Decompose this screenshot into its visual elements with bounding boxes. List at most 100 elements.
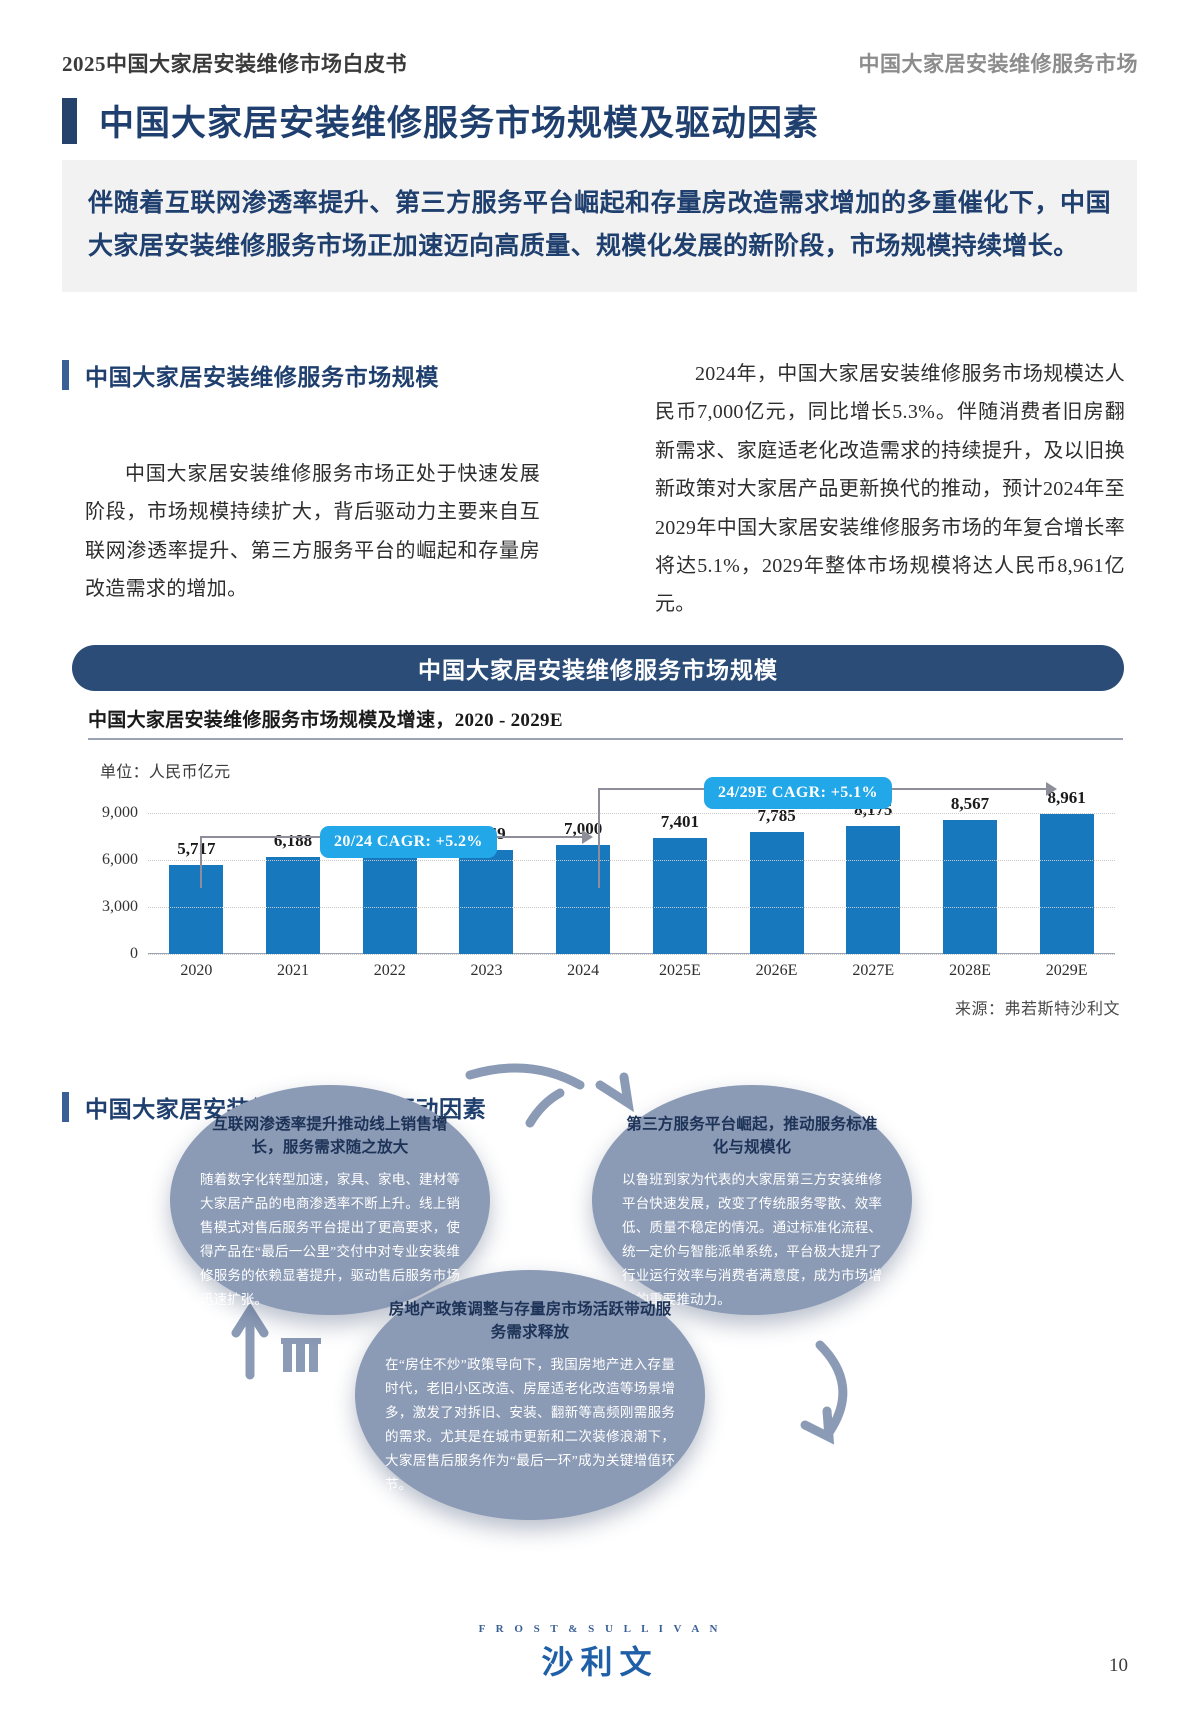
driver-3-title: 房地产政策调整与存量房市场活跃带动服务需求释放 [388, 1301, 672, 1342]
chart-bar-slot: 6,266 [341, 790, 438, 954]
brand-name-en: F R O S T & S U L L I V A N [478, 1623, 722, 1635]
market-size-bar-chart: 单位：人民币亿元 5,717 6,188 6,2666,6497,000 7,401 7… [88, 748, 1123, 988]
body-paragraph-right: 2024年，中国大家居安装维修服务市场规模达人民币7,000亿元，同比增长5.3… [655, 363, 1125, 616]
lead-paragraph: 伴随着互联网渗透率提升、第三方服务平台崛起和存量房改造需求增加的多重催化下，中国… [88, 190, 1111, 260]
chart-bar [1039, 814, 1094, 954]
chart-y-tick-label: 3,000 [102, 898, 138, 916]
chart-bar [556, 844, 611, 954]
arrow-head-top-icon [595, 1072, 634, 1113]
chart-subtitle: 中国大家居安装维修服务市场规模及增速，2020 - 2029E [88, 710, 563, 731]
chart-x-tick-label-item: 2029E [1045, 962, 1088, 979]
section-accent-bar-2 [62, 1092, 69, 1122]
chart-unit-label: 单位：人民币亿元 [100, 764, 231, 781]
chart-gridline [148, 860, 1115, 862]
chart-x-tick-label-item: 2021 [277, 962, 310, 979]
chart-bar-value-label: 5,717 [177, 838, 216, 858]
tick-bar-1-icon [283, 1342, 292, 1372]
tick-cap-icon [281, 1338, 321, 1344]
chart-bars-group: 5,717 6,188 6,2666,6497,000 7,401 7,785 8,175… [148, 788, 1115, 954]
tick-bar-3-icon [309, 1342, 318, 1372]
chart-bar-slot: 8,175 [825, 790, 922, 954]
chart-bar-value-label: 7,785 [757, 806, 796, 826]
chart-bar [459, 850, 514, 954]
chart-bar [652, 838, 707, 954]
chart-bar-value-label: 6,188 [273, 831, 313, 851]
drivers-diagram: 互联网渗透率提升推动线上销售增长，服务需求随之放大 随着数字化转型加速，家具、家… [0, 1045, 1200, 1645]
chart-x-tick-label-item: 2026E [755, 962, 798, 979]
header-left-title: 2025中国大家居安装维修市场白皮书 [62, 52, 407, 76]
annotation-arrow-head-icon [1046, 782, 1057, 796]
annotation-connector-line [598, 788, 600, 888]
annotation-connector-line [598, 788, 708, 790]
cagr-badge-2020-2024: 20/24 CAGR: +5.2% [320, 826, 497, 858]
driver-3-body: 在“房住不炒”政策导向下，我国房地产进入存量时代，老旧小区改造、房屋适老化改造等… [385, 1356, 675, 1492]
section-heading-market-size: 中国大家居安装维修服务市场规模 [62, 358, 439, 392]
chart-bar-slot: 6,188 [245, 790, 342, 954]
dash-accent-icon [525, 1088, 565, 1128]
chart-bar-slot: 7,785 [728, 790, 825, 954]
page-title-row: 中国大家居安装维修服务市场规模及驱动因素 [62, 95, 819, 146]
chart-y-tick-label: 0 [130, 945, 138, 962]
section-title-market-size: 中国大家居安装维修服务市场规模 [85, 365, 439, 390]
chart-bar-value-label: 8,567 [950, 794, 990, 814]
chart-source-note: 来源：弗若斯特沙利文 [954, 1001, 1120, 1018]
chart-bar [362, 856, 417, 954]
chart-x-tick-label-item: 2028E [949, 962, 991, 979]
arrow-head-left-icon [231, 1302, 269, 1338]
header-right-title: 中国大家居安装维修服务市场 [858, 52, 1138, 76]
annotation-connector-line [498, 836, 584, 838]
chart-x-axis [148, 953, 1115, 954]
tick-bar-2-icon [296, 1342, 305, 1372]
driver-circle-3: 房地产政策调整与存量房市场活跃带动服务需求释放 在“房住不炒”政策导向下，我国房… [355, 1270, 705, 1520]
annotation-connector-line [200, 836, 202, 888]
chart-bar [266, 857, 321, 954]
chart-bar-slot: 5,717 [148, 790, 245, 954]
driver-circle-2: 第三方服务平台崛起，推动服务标准化与规模化 以鲁班到家为代表的大家居第三方安装维… [592, 1085, 912, 1315]
chart-x-tick-label-item: 2022 [373, 962, 406, 979]
annotation-arrow-head-icon [582, 830, 593, 844]
driver-circle-1: 互联网渗透率提升推动线上销售增长，服务需求随之放大 随着数字化转型加速，家具、家… [170, 1085, 490, 1315]
curved-arrow-right-icon [815, 1340, 848, 1436]
chart-bar [749, 832, 804, 954]
chart-x-tick-label-item: 2020 [180, 962, 213, 979]
driver-2-title: 第三方服务平台崛起，推动服务标准化与规模化 [626, 1116, 878, 1157]
annotation-connector-line [878, 788, 1048, 790]
chart-bar-value-label: 8,961 [1047, 788, 1086, 808]
title-accent-bar [62, 97, 77, 144]
chart-x-tick-label-item: 2023 [470, 962, 503, 979]
chart-bar [942, 820, 997, 954]
page-number: 10 [1109, 1655, 1128, 1676]
page-header: 2025中国大家居安装维修市场白皮书 中国大家居安装维修服务市场 [62, 48, 1138, 78]
driver-1-title: 互联网渗透率提升推动线上销售增长，服务需求随之放大 [212, 1116, 448, 1157]
cagr-badge-2024-2029: 24/29E CAGR: +5.1% [704, 777, 892, 809]
chart-x-tick-label-item: 2025E [658, 962, 701, 979]
chart-bar-value-label: 7,401 [660, 812, 699, 832]
chart-y-tick-label: 6,000 [102, 851, 138, 869]
section-accent-bar [62, 360, 69, 390]
chart-banner: 中国大家居安装维修服务市场规模 [72, 645, 1124, 691]
chart-x-tick-label-item: 2027E [852, 962, 895, 979]
body-paragraph-left: 中国大家居安装维修服务市场正处于快速发展阶段，市场规模持续扩大，背后驱动力主要来… [85, 463, 540, 601]
page-title: 中国大家居安装维修服务市场规模及驱动因素 [99, 104, 820, 143]
chart-gridline [148, 813, 1115, 815]
chart-gridline [148, 907, 1115, 909]
brand-name-cn: 沙利文 [541, 1644, 659, 1680]
chart-bar-slot: 8,567 [922, 790, 1019, 954]
chart-bar-slot: 8,961 [1018, 788, 1115, 954]
arrow-head-right-icon [800, 1406, 835, 1445]
chart-bar-slot: 7,000 [535, 790, 632, 954]
chart-x-tick-labels: 2020 2021 2022 2023 2024 2025E 2026E 2027E 2028E… [148, 962, 1115, 980]
chart-gridline [148, 954, 1115, 955]
lead-highlight-box: 伴随着互联网渗透率提升、第三方服务平台崛起和存量房改造需求增加的多重催化下，中国… [62, 160, 1137, 292]
chart-y-tick-label: 9,000 [102, 804, 138, 822]
curved-arrow-top-left-icon [465, 1063, 585, 1090]
drivers-decoration-arrows [231, 1063, 848, 1445]
driver-2-body: 以鲁班到家为代表的大家居第三方安装维修平台快速发展，改变了传统服务零散、效率低、… [622, 1171, 882, 1307]
chart-plot-area: 5,717 6,188 6,2666,6497,000 7,401 7,785 8,175… [102, 788, 1115, 962]
chart-bar-slot: 6,649 [438, 790, 535, 954]
chart-bar [846, 826, 901, 954]
driver-1-body: 随着数字化转型加速，家具、家电、建材等大家居产品的电商渗透率不断上升。线上销售模… [200, 1171, 460, 1307]
chart-bar [169, 864, 224, 954]
footer-logo: F R O S T & S U L L I V A N 沙利文 [0, 1623, 1200, 1683]
